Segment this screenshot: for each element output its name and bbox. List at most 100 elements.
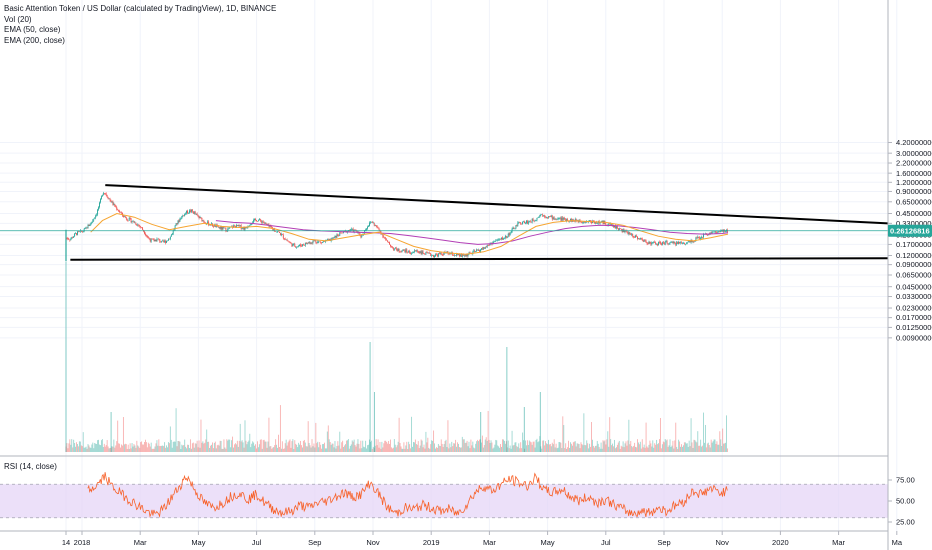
volume-bar	[78, 441, 80, 452]
volume-bar	[623, 447, 625, 452]
candle-body	[554, 219, 556, 220]
candle-body	[149, 239, 151, 242]
legend-ema200[interactable]: EMA (200, close)	[4, 35, 65, 45]
volume-bar	[648, 444, 650, 452]
trendline[interactable]	[70, 257, 889, 261]
volume-bar	[405, 445, 407, 452]
candle-body	[474, 250, 476, 252]
volume-bar	[390, 439, 391, 452]
volume-bar	[233, 447, 234, 452]
volume-bar	[80, 445, 82, 452]
volume-bar	[190, 448, 192, 452]
candle-body	[89, 224, 91, 226]
candle-body	[136, 224, 138, 226]
candle-body	[344, 230, 346, 232]
trendline[interactable]	[105, 184, 889, 225]
volume-bar	[709, 447, 711, 452]
volume-bar	[289, 439, 291, 452]
candle-body	[370, 221, 372, 223]
volume-bar	[435, 447, 437, 452]
candle-body	[373, 222, 375, 226]
volume-bar	[163, 446, 165, 452]
volume-bar	[323, 443, 324, 452]
volume-bar	[676, 446, 678, 452]
legend-volume[interactable]: Vol (20)	[4, 14, 32, 24]
volume-bar	[437, 443, 439, 452]
volume-bar	[612, 443, 614, 452]
volume-bar	[571, 445, 573, 452]
candle-body	[658, 242, 659, 246]
volume-bar	[416, 444, 418, 452]
volume-bar	[327, 425, 329, 452]
candle-body	[249, 225, 251, 227]
rsi-axis[interactable]: 75.00 50.00 25.00	[888, 476, 915, 527]
volume-bar	[700, 439, 702, 452]
candle-body	[411, 253, 413, 255]
volume-bar	[79, 441, 81, 452]
candle-body	[96, 214, 98, 216]
volume-bar	[244, 420, 246, 452]
candle-body	[457, 254, 458, 255]
volume-bar	[133, 444, 135, 452]
candle-body	[364, 230, 366, 234]
volume-bar	[300, 440, 301, 452]
volume-bar	[605, 444, 607, 452]
volume-bar	[284, 443, 286, 452]
candle-body	[348, 230, 350, 231]
candle-body	[395, 247, 397, 250]
candle-body	[480, 249, 481, 252]
candle-body	[616, 226, 618, 229]
time-axis[interactable]: 14 2018 Mar May Jul Sep Nov 2019 Mar May Jul Sep Nov…	[62, 531, 903, 547]
volume-bar	[261, 448, 263, 452]
candle-body	[540, 214, 542, 216]
candle-body	[527, 221, 529, 224]
candle-body	[387, 240, 389, 242]
candle-body	[222, 227, 224, 230]
candle-body	[169, 236, 171, 240]
volume-bar	[279, 446, 280, 452]
candle-body	[295, 246, 297, 248]
volume-bar	[520, 442, 522, 452]
candle-body	[560, 217, 562, 221]
candle-body	[626, 230, 628, 233]
legend-ema50[interactable]: EMA (50, close)	[4, 25, 61, 34]
candle-body	[367, 226, 368, 229]
volume-bar	[260, 439, 262, 452]
candle-body	[563, 218, 565, 220]
volume-bar	[472, 441, 474, 452]
volume-bar	[421, 440, 423, 452]
volume-bar	[642, 447, 644, 452]
candle-body	[220, 226, 222, 229]
candle-body	[163, 240, 165, 242]
candle-body	[441, 253, 443, 255]
candle-body	[130, 218, 132, 223]
volume-bar	[152, 448, 154, 452]
volume-bar	[175, 408, 177, 452]
volume-bar	[414, 439, 416, 452]
volume-bar	[280, 448, 282, 452]
volume-bar	[262, 440, 264, 452]
candle-body	[513, 227, 515, 229]
candle-body	[643, 240, 645, 242]
volume-bar	[486, 440, 488, 452]
candle-body	[299, 244, 301, 246]
volume-bar	[458, 443, 459, 452]
volume-bar	[665, 440, 667, 452]
candle-body	[114, 203, 116, 207]
candle-body	[221, 226, 223, 230]
volume-bar	[575, 446, 577, 452]
volume-bar	[316, 443, 318, 452]
volume-bar	[720, 439, 722, 452]
candle-body	[276, 231, 278, 233]
candle-body	[139, 225, 141, 227]
volume-bar	[431, 440, 433, 452]
candle-body	[452, 252, 454, 256]
candle-body	[274, 229, 276, 232]
rsi-legend[interactable]: RSI (14, close)	[4, 462, 57, 471]
volume-bar	[348, 448, 350, 452]
trendlines[interactable]	[70, 184, 889, 261]
candle-body	[189, 210, 191, 212]
volume-bar	[386, 441, 388, 452]
candle-body	[392, 247, 394, 250]
